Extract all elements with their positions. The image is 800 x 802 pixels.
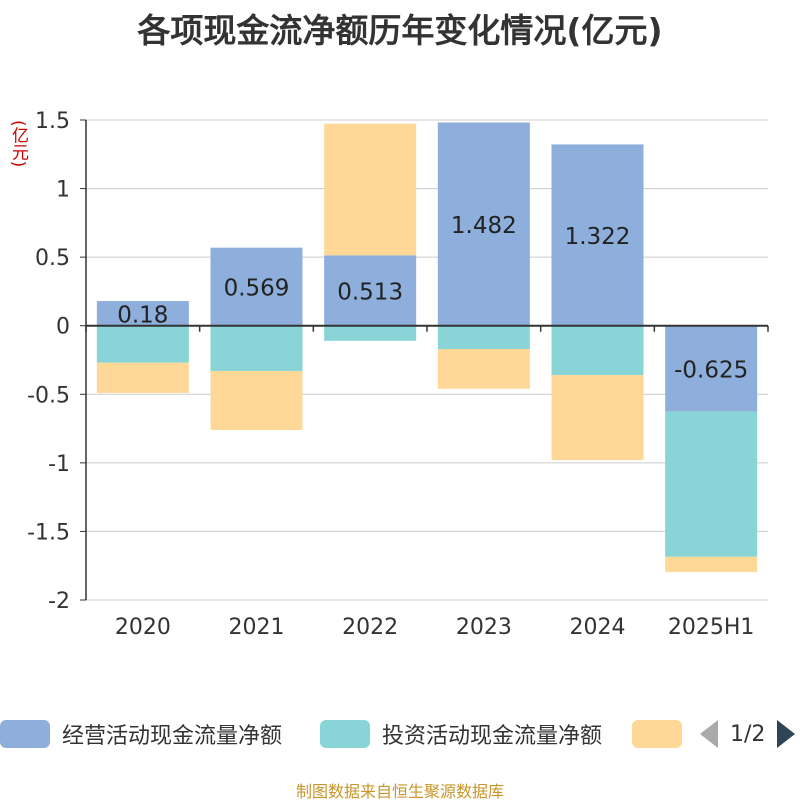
y-tick-label: 1 <box>56 178 70 203</box>
legend-swatch-financing <box>632 720 682 748</box>
y-tick-label: 0.5 <box>35 246 70 271</box>
y-tick-label: -1 <box>48 452 70 477</box>
data-label: 1.322 <box>565 224 631 250</box>
legend-item-investing[interactable]: 投资活动现金流量净额 <box>320 718 602 750</box>
bar-segment <box>324 255 417 326</box>
bar-segment <box>96 362 189 393</box>
bar-segment <box>210 370 303 430</box>
x-tick-label: 2023 <box>456 615 512 640</box>
bar-chart: 1.5 1 0.5 0 -0.5 -1 -1.5 -2 0.18 2020 0.569 2021 0.5… <box>27 109 769 640</box>
legend-prev-icon[interactable] <box>700 720 718 748</box>
bar-segment <box>210 325 303 371</box>
legend-label-investing: 投资活动现金流量净额 <box>382 724 603 749</box>
data-label: 0.569 <box>224 276 290 302</box>
bar-segment <box>437 349 530 389</box>
bar-segment <box>96 325 189 363</box>
bar-segment <box>324 325 417 341</box>
x-tick-label: 2022 <box>342 615 398 640</box>
data-source-note: 制图数据来自恒生聚源数据库 <box>295 782 504 801</box>
bar-segment <box>437 122 530 326</box>
bar-segment <box>551 144 644 326</box>
y-tick-label: 0 <box>56 315 70 340</box>
data-label: 0.18 <box>117 302 168 328</box>
y-tick-label: 1.5 <box>35 109 70 134</box>
x-tick-label: 2021 <box>229 615 285 640</box>
chart-title: 各项现金流净额历年变化情况(亿元) <box>137 11 663 50</box>
bar-segment <box>210 247 303 326</box>
y-tick-label: -0.5 <box>27 383 70 408</box>
bar-segment <box>551 325 644 376</box>
bar-segment <box>665 556 758 572</box>
legend-swatch-operating <box>0 720 50 748</box>
legend-item-operating[interactable]: 经营活动现金流量净额 <box>0 718 282 750</box>
bar-segment <box>96 301 189 326</box>
legend-next-icon[interactable] <box>777 720 796 748</box>
legend-label-operating: 经营活动现金流量净额 <box>62 724 283 749</box>
y-tick-label: -1.5 <box>27 520 70 545</box>
legend-page-indicator: 1/2 <box>730 721 766 747</box>
legend-item-financing[interactable] <box>632 718 694 750</box>
bar-segment <box>665 411 758 557</box>
y-tick-label: -2 <box>48 589 70 614</box>
legend-swatch-investing <box>320 720 370 748</box>
data-label: 0.513 <box>337 280 403 306</box>
bar-segment <box>437 325 530 350</box>
x-tick-label: 2025H1 <box>668 615 755 640</box>
bar-segment <box>324 123 417 256</box>
bar-segment <box>665 325 758 412</box>
y-axis-unit: (亿元) <box>8 120 28 168</box>
x-tick-label: 2020 <box>115 615 171 640</box>
legend-pager: 1/2 <box>700 718 796 750</box>
data-label: -0.625 <box>674 358 748 384</box>
x-tick-label: 2024 <box>570 615 626 640</box>
bar-segment <box>551 375 644 461</box>
data-label: 1.482 <box>451 213 517 239</box>
